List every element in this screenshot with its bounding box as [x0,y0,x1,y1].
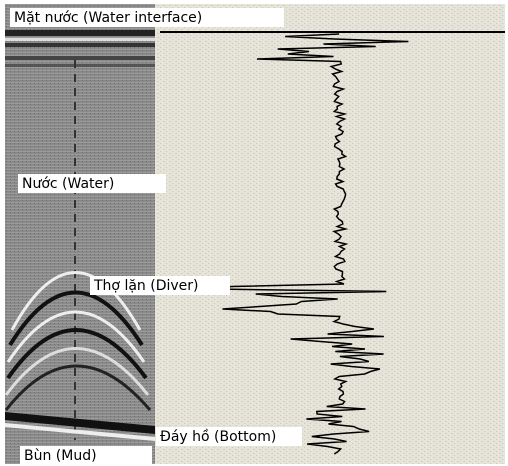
trace-panel [155,4,505,464]
label: Bùn (Mud) [24,448,97,464]
label: Mặt nước (Water interface) [14,10,202,26]
radar-figure: Mặt nước (Water interface) Nước (Water) … [0,0,508,466]
radargram-panel [5,4,155,464]
label: Thợ lặn (Diver) [93,278,198,294]
label: Nước (Water) [22,176,114,192]
label: Đáy hồ (Bottom) [160,428,276,445]
